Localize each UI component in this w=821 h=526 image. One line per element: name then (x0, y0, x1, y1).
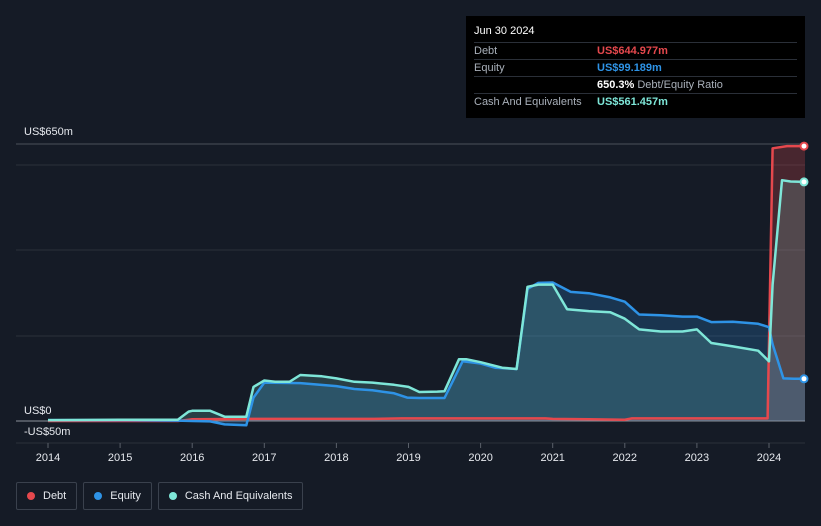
cash-and-equivalents-area (48, 180, 805, 421)
chart-legend: Debt Equity Cash And Equivalents (16, 482, 304, 510)
legend-cash-toggle[interactable]: Cash And Equivalents (157, 482, 304, 510)
legend-equity-label: Equity (110, 490, 141, 502)
tooltip-ratio-spacer (474, 77, 597, 93)
x-tick-label: 2018 (324, 452, 348, 464)
legend-cash-label: Cash And Equivalents (184, 490, 293, 502)
tooltip-ratio-value: 650.3% (597, 79, 635, 91)
data-tooltip: Jun 30 2024 Debt US$644.977m Equity US$9… (466, 16, 805, 118)
tooltip-cash-value: US$561.457m (597, 96, 668, 108)
legend-debt-dot-icon (27, 492, 35, 500)
tooltip-row-ratio: 650.3% Debt/Equity Ratio (474, 76, 797, 93)
x-tick-label: 2023 (685, 452, 709, 464)
equity-area (48, 282, 805, 426)
debt-line (48, 144, 805, 423)
tooltip-debt-label: Debt (474, 45, 498, 57)
tooltip-cash-label: Cash And Equivalents (474, 96, 582, 108)
tooltip-ratio-label: Debt/Equity Ratio (637, 79, 723, 91)
y-axis-top-label: US$650m (24, 126, 73, 138)
x-tick-label: 2015 (108, 452, 132, 464)
x-tick-label: 2022 (613, 452, 637, 464)
x-tick-label: 2014 (36, 452, 60, 464)
x-axis: 2014 2015 2016 2017 2018 2019 2020 2021 2022 2023… (36, 443, 781, 464)
legend-cash-dot-icon (168, 492, 177, 500)
x-tick-label: 2020 (468, 452, 492, 464)
tooltip-equity-value: US$99.189m (597, 62, 662, 74)
tooltip-equity-label: Equity (474, 62, 505, 74)
tooltip-debt-value: US$644.977m (597, 45, 668, 57)
legend-debt-toggle[interactable]: Debt (16, 482, 78, 510)
x-tick-label: 2019 (396, 452, 420, 464)
cash-and-equivalents-line (47, 178, 806, 422)
cash-and-equivalents-endpoint (799, 177, 809, 187)
x-tick-label: 2024 (757, 452, 781, 464)
y-axis-bottom-label: -US$50m (24, 426, 70, 438)
tooltip-row-debt: Debt US$644.977m (474, 42, 797, 59)
legend-equity-toggle[interactable]: Equity (83, 482, 152, 510)
x-tick-label: 2016 (180, 452, 204, 464)
chart-lines (47, 144, 806, 427)
x-tick-label: 2017 (252, 452, 276, 464)
debt-endpoint (799, 141, 809, 151)
tooltip-row-equity: Equity US$99.189m (474, 59, 797, 76)
x-tick-label: 2021 (540, 452, 564, 464)
chart-areas (48, 146, 805, 426)
tooltip-row-cash: Cash And Equivalents US$561.457m (474, 93, 797, 110)
equity-endpoint (799, 374, 809, 384)
legend-debt-label: Debt (43, 490, 67, 502)
chart-endpoints (799, 141, 809, 384)
y-axis-zero-label: US$0 (24, 405, 52, 417)
legend-equity-dot-icon (94, 492, 103, 500)
tooltip-date: Jun 30 2024 (474, 25, 535, 37)
